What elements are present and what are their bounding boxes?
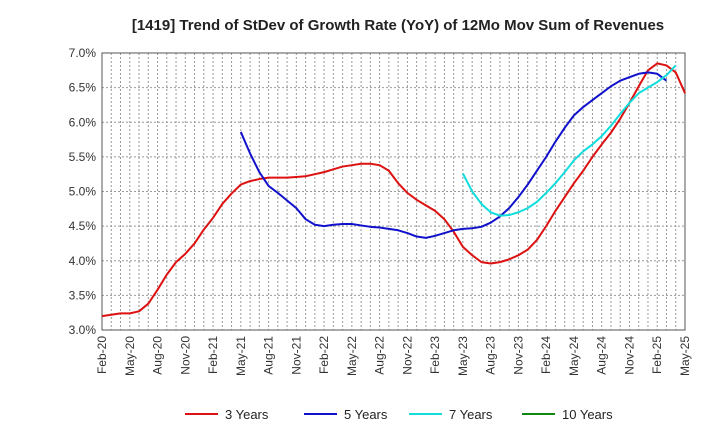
x-tick-label: May-22 [345,336,359,376]
y-tick-label: 6.0% [69,115,97,129]
x-tick-label: Nov-22 [400,336,414,375]
series-line-3-years [101,62,686,318]
x-tick-label: Feb-22 [317,336,331,374]
x-tick-label: Nov-24 [622,336,636,375]
y-axis: 3.0% 3.5% 4.0% 4.5% 5.0% 5.5% 6.0% 6.5% 7.0% [69,46,97,337]
legend-item-10-years: 10 Years [522,407,613,422]
x-tick-label: May-25 [678,336,692,376]
legend-label: 5 Years [344,407,388,422]
legend-label: 10 Years [562,407,613,422]
y-tick-label: 7.0% [69,46,97,60]
y-tick-label: 4.0% [69,254,97,268]
y-tick-label: 3.0% [69,323,97,337]
series-line-7-years [462,64,677,217]
plot-frame [101,52,686,331]
y-tick-label: 5.5% [69,150,97,164]
y-tick-label: 5.0% [69,185,97,199]
chart-title: [1419] Trend of StDev of Growth Rate (Yo… [132,17,664,34]
x-tick-label: Feb-25 [650,336,664,374]
x-tick-label: Aug-23 [484,336,498,375]
legend-item-5-years: 5 Years [304,407,388,422]
x-tick-label: Aug-20 [151,336,165,375]
x-tick-label: Feb-24 [539,336,553,374]
x-tick-label: Feb-21 [206,336,220,374]
x-axis: Feb-20 May-20 Aug-20 Nov-20 Feb-21 May-21 Aug-… [95,336,692,376]
x-tick-label: May-24 [567,336,581,376]
y-tick-label: 6.5% [69,81,97,95]
x-tick-label: Aug-22 [373,336,387,375]
x-tick-label: May-20 [123,336,137,376]
x-tick-label: Aug-21 [262,336,276,375]
x-tick-label: Nov-23 [511,336,525,375]
legend-item-7-years: 7 Years [409,407,493,422]
x-tick-label: Nov-20 [178,336,192,375]
x-tick-label: Nov-21 [289,336,303,375]
series-line-5-years [239,71,668,239]
x-tick-label: Aug-24 [595,336,609,375]
y-tick-label: 4.5% [69,219,97,233]
x-tick-label: May-23 [456,336,470,376]
legend: 3 Years 5 Years 7 Years 10 Years [185,407,613,422]
series-lines [101,62,686,318]
x-tick-label: Feb-20 [95,336,109,374]
x-tick-label: Feb-23 [428,336,442,374]
grid [101,52,686,331]
legend-label: 7 Years [449,407,493,422]
y-tick-label: 3.5% [69,288,97,302]
legend-item-3-years: 3 Years [185,407,269,422]
legend-label: 3 Years [225,407,269,422]
x-tick-label: May-21 [234,336,248,376]
